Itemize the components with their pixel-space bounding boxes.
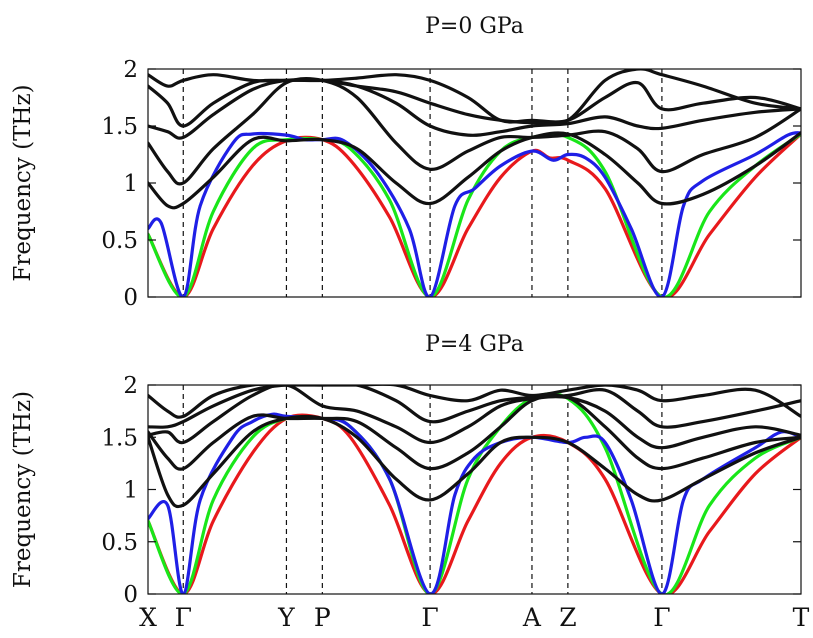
series-line-3 [148,131,801,210]
series-line-7 [148,69,801,126]
y-tick-label: 1 [123,171,138,197]
y-tick-label: 2 [123,373,138,399]
y-tick-label: 2 [123,57,138,83]
kpoint-label: Z [559,603,576,632]
y-axis-label: Frequency (THz) [10,391,36,588]
series-group [148,385,801,594]
series-line-5 [148,77,801,140]
kpoint-label: Y [277,603,295,632]
kpoint-label: X [139,603,157,632]
y-tick-label: 0 [123,285,138,311]
y-tick-label: 0.5 [101,530,138,556]
panel-p0: P=0 GPa Frequency (THz) 0 0.5 1 1.5 2 [10,14,802,311]
series-line-2 [148,412,801,594]
series-line-6 [148,73,801,128]
series-line-0 [148,132,801,297]
series-line-3 [148,414,801,509]
kpoint-label: P [314,603,331,632]
panel-title: P=4 GPa [425,332,524,357]
kpoint-label: Γ [653,603,670,632]
series-line-4 [148,76,801,186]
kpoint-label: T [793,603,810,632]
y-tick-label: 1.5 [101,114,138,140]
y-tick-label: 0 [123,582,138,608]
series-line-6 [148,385,801,429]
series-line-4 [148,393,801,471]
y-tick-label: 0.5 [101,228,138,254]
series-line-7 [148,385,801,419]
plot-frame [147,384,802,595]
series-line-5 [148,385,801,450]
kpoint-label: Γ [175,603,192,632]
kpoint-label: Γ [421,603,438,632]
y-tick-label: 1 [123,478,138,504]
series-line-2 [148,131,801,297]
y-axis-label: Frequency (THz) [10,84,36,281]
panel-title: P=0 GPa [425,14,524,39]
series-group [148,69,801,297]
kpoint-label: A [522,603,542,632]
y-tick-label: 1.5 [101,425,138,451]
series-line-0 [148,413,801,594]
